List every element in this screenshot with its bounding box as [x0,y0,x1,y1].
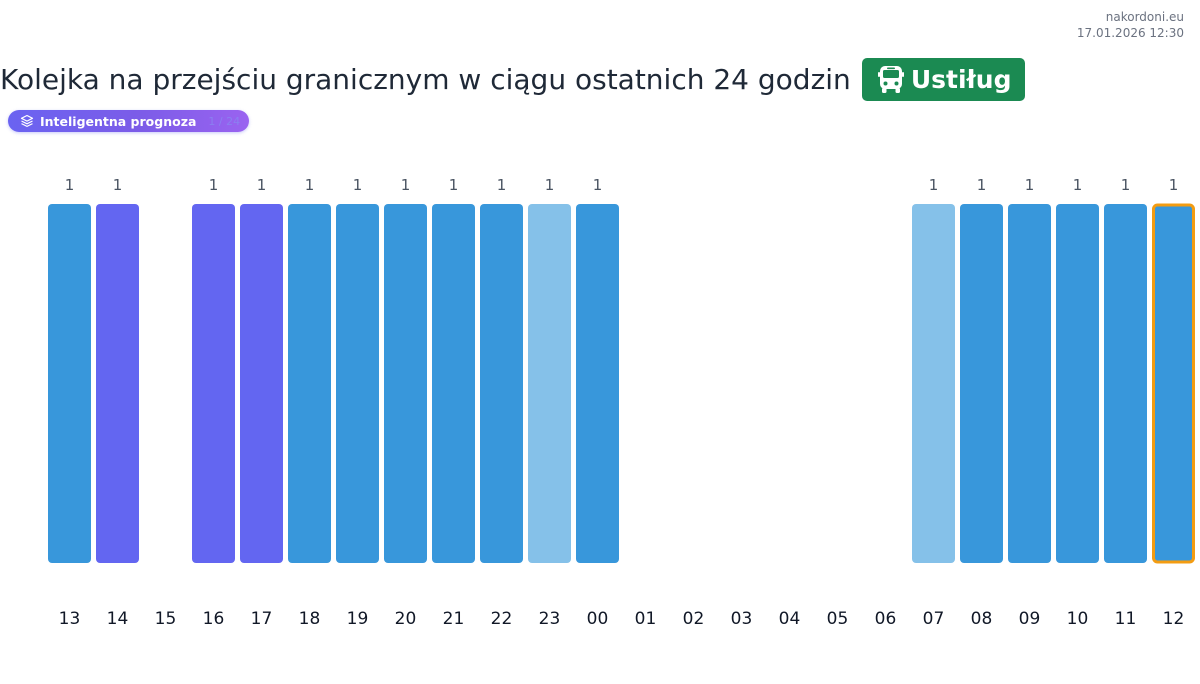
crossing-badge[interactable]: Ustiług [861,58,1026,101]
data-label: 1 [1169,176,1179,194]
x-tick-label: 06 [875,609,897,629]
x-tick-label: 23 [539,609,561,629]
x-tick-label: 02 [683,609,705,629]
x-tick-label: 09 [1019,609,1041,629]
data-label: 1 [113,176,123,194]
x-tick-label: 21 [443,609,465,629]
x-tick-label: 10 [1067,609,1089,629]
x-tick-label: 03 [731,609,753,629]
data-label: 1 [1121,176,1131,194]
source-info: nakordoni.eu 17.01.2026 12:30 [1077,9,1184,41]
crossing-name: Ustiług [910,65,1012,94]
bar-00[interactable] [576,204,619,563]
bar-23[interactable] [528,204,571,563]
data-label: 1 [65,176,75,194]
site-name: nakordoni.eu [1105,10,1184,24]
data-label: 1 [1073,176,1083,194]
data-label: 1 [401,176,411,194]
data-label: 1 [209,176,219,194]
data-label: 1 [305,176,315,194]
bar-09[interactable] [1008,204,1051,563]
forecast-badge[interactable]: Inteligentna prognoza 1 / 24 [8,110,249,132]
data-label: 1 [545,176,555,194]
x-tick-label: 08 [971,609,993,629]
bar-22[interactable] [480,204,523,563]
x-tick-label: 16 [203,609,225,629]
x-tick-label: 15 [155,609,177,629]
bar-11[interactable] [1104,204,1147,563]
x-tick-label: 17 [251,609,273,629]
bar-07[interactable] [912,204,955,563]
data-label: 1 [977,176,987,194]
timestamp: 17.01.2026 12:30 [1076,26,1184,40]
bus-icon [877,65,904,93]
x-tick-label: 14 [107,609,129,629]
bar-16[interactable] [192,204,235,563]
x-tick-label: 13 [59,609,81,629]
x-tick-label: 12 [1163,609,1185,629]
bar-20[interactable] [384,204,427,563]
x-tick-label: 11 [1115,609,1137,629]
bar-12[interactable] [1152,203,1195,564]
data-label: 1 [497,176,507,194]
forecast-extra: 1 / 24 [208,114,241,128]
x-tick-label: 19 [347,609,369,629]
data-label: 1 [1025,176,1035,194]
bar-18[interactable] [288,204,331,563]
x-tick-label: 22 [491,609,513,629]
data-label: 1 [257,176,267,194]
bar-10[interactable] [1056,204,1099,563]
bar-08[interactable] [960,204,1003,563]
x-tick-label: 07 [923,609,945,629]
data-label: 1 [929,176,939,194]
bar-14[interactable] [96,204,139,563]
x-tick-label: 00 [587,609,609,629]
x-tick-label: 04 [779,609,801,629]
forecast-label: Inteligentna prognoza [40,113,197,129]
x-tick-label: 05 [827,609,849,629]
x-tick-label: 20 [395,609,417,629]
layers-icon [20,114,34,127]
bar-17[interactable] [240,204,283,563]
bar-13[interactable] [48,204,91,563]
title-row: Kolejka na przejściu granicznym w ciągu … [0,58,1026,101]
data-label: 1 [593,176,603,194]
bar-19[interactable] [336,204,379,563]
x-tick-label: 01 [635,609,657,629]
data-label: 1 [353,176,363,194]
data-label: 1 [449,176,459,194]
chart-title: Kolejka na przejściu granicznym w ciągu … [0,63,851,96]
x-tick-label: 18 [299,609,321,629]
bar-21[interactable] [432,204,475,563]
